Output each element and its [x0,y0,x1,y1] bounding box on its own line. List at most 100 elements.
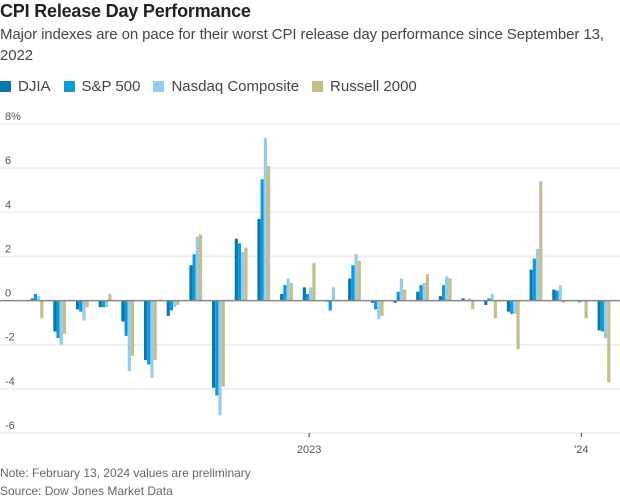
bar-s-p-500-mar-2023 [351,265,355,301]
bar-s-p-500-dec-2023 [555,290,559,301]
legend-swatch-sp500 [63,81,75,92]
bar-nasdaq-composite-nov-2023 [535,248,540,301]
bar-nasdaq-composite-may-2022 [127,300,131,372]
bar-s-p-500-jul-2022 [169,300,174,311]
x-tick-label: '24 [574,444,588,456]
footnote-source: Source: Dow Jones Market Data [0,484,173,498]
footnote-note: Note: February 13, 2024 values are preli… [0,466,251,480]
bar-nasdaq-composite-dec-2022 [286,278,290,301]
legend-item-sp500: S&P 500 [63,78,141,95]
bar-djia-jul-2023 [438,296,443,301]
bar-nasdaq-composite-jun-2023 [422,282,426,301]
bar-russell-2000-jul-2023 [448,278,452,301]
bar-djia-oct-2023 [506,300,511,312]
bar-djia-apr-2022 [98,300,102,308]
legend-label-russell: Russell 2000 [330,78,417,95]
bars [30,138,611,416]
bar-russell-2000-dec-2022 [289,282,293,301]
legend-label-nasdaq: Nasdaq Composite [171,78,300,95]
bar-nasdaq-composite-oct-2022 [241,252,245,301]
bar-djia-jun-2023 [416,291,420,301]
y-tick-label: 2 [5,243,11,255]
legend: DJIA S&P 500 Nasdaq Composite Russell 20… [0,78,430,95]
bar-nasdaq-composite-nov-2022 [263,138,267,301]
bar-djia-sep-2022 [212,300,216,388]
bar-nasdaq-composite-sep-2023 [490,293,494,301]
bar-djia-may-2022 [121,300,125,322]
bar-nasdaq-composite-feb-2024 [604,300,608,339]
bar-nasdaq-composite-aug-2023 [467,298,472,301]
bar-russell-2000-may-2022 [130,300,135,356]
bar-nasdaq-composite-feb-2022 [59,300,63,345]
bar-russell-2000-mar-2023 [357,260,361,301]
bar-djia-jun-2022 [144,300,148,361]
bar-s-p-500-jun-2023 [419,285,423,301]
bar-russell-2000-oct-2022 [244,247,248,301]
bar-russell-2000-oct-2023 [516,300,520,350]
bar-djia-aug-2022 [189,265,193,301]
bar-djia-nov-2022 [257,218,261,301]
bar-s-p-500-jan-2023 [305,293,310,301]
bar-djia-apr-2023 [370,300,374,303]
bar-russell-2000-mar-2022 [85,300,89,308]
bar-djia-oct-2022 [234,238,238,301]
bar-nasdaq-composite-apr-2022 [105,300,109,308]
legend-swatch-nasdaq [153,81,165,92]
bar-djia-jul-2022 [166,300,170,317]
bar-russell-2000-jun-2022 [153,300,157,361]
bar-russell-2000-feb-2024 [607,300,611,383]
gridlines: 8% 6 4 2 0 -2 -4 -6 [0,111,620,434]
bar-nasdaq-composite-aug-2022 [195,236,199,301]
legend-item-nasdaq: Nasdaq Composite [153,78,299,95]
bar-s-p-500-apr-2022 [101,300,106,308]
y-tick-label: -6 [5,420,15,432]
legend-label-djia: DJIA [18,78,51,95]
bar-russell-2000-nov-2022 [267,165,271,301]
legend-item-russell: Russell 2000 [312,78,417,95]
bar-s-p-500-sep-2022 [215,300,219,396]
legend-swatch-russell [312,81,324,92]
bar-s-p-500-oct-2023 [510,300,514,314]
bar-s-p-500-sep-2023 [487,298,491,301]
bar-russell-2000-jan-2023 [312,263,316,301]
y-tick-label: -4 [5,376,15,388]
bar-russell-2000-apr-2023 [380,300,384,317]
bar-russell-2000-may-2023 [403,289,407,301]
bar-russell-2000-aug-2023 [471,300,475,310]
chart-subtitle: Major indexes are on pace for their wors… [0,26,604,64]
bar-djia-sep-2023 [484,300,488,305]
y-tick-label: 6 [5,155,11,167]
bar-s-p-500-jun-2022 [147,300,151,365]
bar-s-p-500-mar-2022 [79,300,83,312]
bar-russell-2000-jan-2024 [584,300,588,319]
bar-s-p-500-may-2023 [396,291,400,301]
bar-nasdaq-composite-mar-2023 [354,254,358,301]
bar-djia-jan-2022 [30,298,34,301]
bar-s-p-500-feb-2023 [328,300,332,311]
bar-nasdaq-composite-feb-2023 [331,287,336,301]
x-axis: 2023 '24 [297,433,588,456]
bar-nasdaq-composite-may-2023 [399,278,404,301]
bar-russell-2000-apr-2022 [108,293,112,301]
y-tick-label: -2 [5,332,15,344]
bar-s-p-500-nov-2022 [260,179,264,301]
bar-djia-jan-2023 [302,287,306,301]
chart-title: CPI Release Day Performance [0,1,251,21]
bar-djia-mar-2022 [75,300,80,310]
bar-nasdaq-composite-mar-2022 [82,300,86,321]
bar-djia-nov-2023 [529,269,533,301]
bar-djia-mar-2023 [348,278,352,301]
bar-s-p-500-nov-2023 [532,258,536,301]
bar-s-p-500-dec-2022 [283,285,287,301]
bar-s-p-500-jan-2024 [578,300,582,303]
legend-item-djia: DJIA [0,78,51,95]
bar-s-p-500-apr-2023 [374,300,378,310]
bar-russell-2000-aug-2022 [198,234,203,301]
bar-s-p-500-aug-2022 [192,254,196,301]
bar-djia-dec-2023 [552,289,556,301]
bar-djia-feb-2022 [53,300,57,332]
bar-russell-2000-sep-2023 [493,300,497,319]
legend-label-sp500: S&P 500 [81,78,141,95]
bar-russell-2000-feb-2022 [62,300,67,334]
bar-nasdaq-composite-jun-2022 [150,300,154,378]
